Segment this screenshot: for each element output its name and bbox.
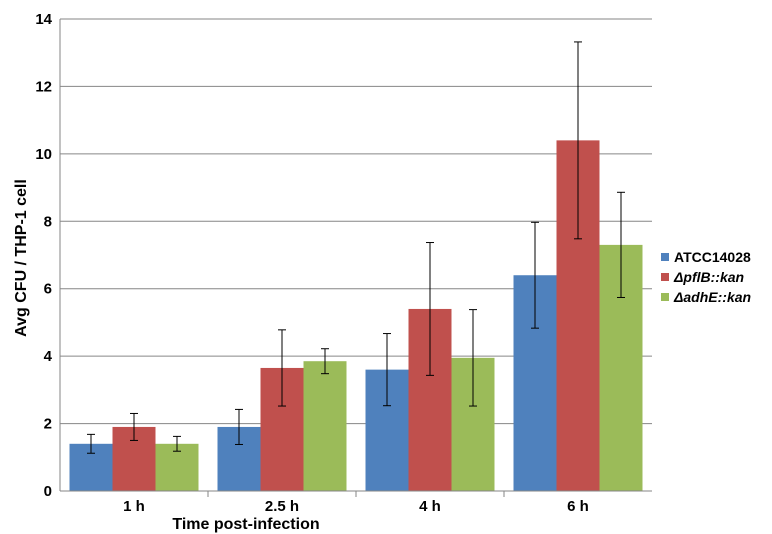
legend-item-pflb: ΔpflB::kan bbox=[661, 267, 751, 287]
y-tick-label: 0 bbox=[44, 483, 52, 500]
legend: ATCC14028 ΔpflB::kan ΔadhE::kan bbox=[661, 247, 751, 307]
gridlines bbox=[60, 18, 652, 425]
error-bar-atcc14028-2-5-h bbox=[235, 408, 243, 445]
error-bar-pflb-kan-4-h bbox=[426, 242, 434, 376]
x-axis-title: Time post-infection bbox=[172, 516, 319, 533]
error-bar-pflb-kan-6-h bbox=[574, 41, 582, 240]
error-bar-atcc14028-4-h bbox=[383, 333, 391, 407]
y-tick-labels: 0 2 4 6 8 10 12 14 bbox=[35, 11, 52, 500]
legend-item-atcc14028: ATCC14028 bbox=[661, 247, 751, 267]
legend-swatch-atcc14028 bbox=[661, 253, 669, 261]
error-bar-atcc14028-6-h bbox=[531, 221, 539, 329]
legend-swatch-adhe bbox=[661, 293, 669, 301]
y-axis-title: Avg CFU / THP-1 cell bbox=[13, 179, 30, 337]
y-tick-label: 14 bbox=[35, 11, 52, 28]
y-tick-label: 10 bbox=[35, 146, 52, 163]
axes bbox=[59, 19, 652, 497]
error-bar-adhe-kan-1-h bbox=[173, 435, 181, 452]
y-tick-label: 2 bbox=[44, 416, 52, 433]
error-bar-atcc14028-1-h bbox=[87, 433, 95, 454]
y-tick-label: 8 bbox=[44, 213, 52, 230]
error-bar-adhe-kan-6-h bbox=[617, 191, 625, 298]
x-tick-labels: 1 h 2.5 h 4 h 6 h bbox=[123, 498, 589, 515]
x-tick-label: 6 h bbox=[567, 498, 589, 515]
bar-adhe-kan-2-5-h bbox=[303, 361, 347, 491]
y-tick-label: 4 bbox=[44, 348, 53, 365]
x-tick-label: 1 h bbox=[123, 498, 145, 515]
error-bar-adhe-kan-4-h bbox=[469, 309, 477, 407]
y-tick-label: 6 bbox=[44, 281, 52, 298]
error-bar-pflb-kan-2-5-h bbox=[278, 329, 286, 407]
legend-label-pflb: ΔpflB::kan bbox=[674, 269, 745, 285]
legend-item-adhe: ΔadhE::kan bbox=[661, 287, 751, 307]
y-tick-label: 12 bbox=[35, 78, 52, 95]
x-tick-label: 4 h bbox=[419, 498, 441, 515]
legend-label-atcc14028: ATCC14028 bbox=[674, 249, 751, 265]
legend-swatch-pflb bbox=[661, 273, 669, 281]
error-bar-adhe-kan-2-5-h bbox=[321, 348, 329, 375]
legend-label-adhe: ΔadhE::kan bbox=[674, 289, 752, 305]
error-bar-pflb-kan-1-h bbox=[130, 412, 138, 441]
error-bars bbox=[87, 41, 625, 454]
x-tick-label: 2.5 h bbox=[265, 498, 299, 515]
bars bbox=[69, 140, 643, 491]
